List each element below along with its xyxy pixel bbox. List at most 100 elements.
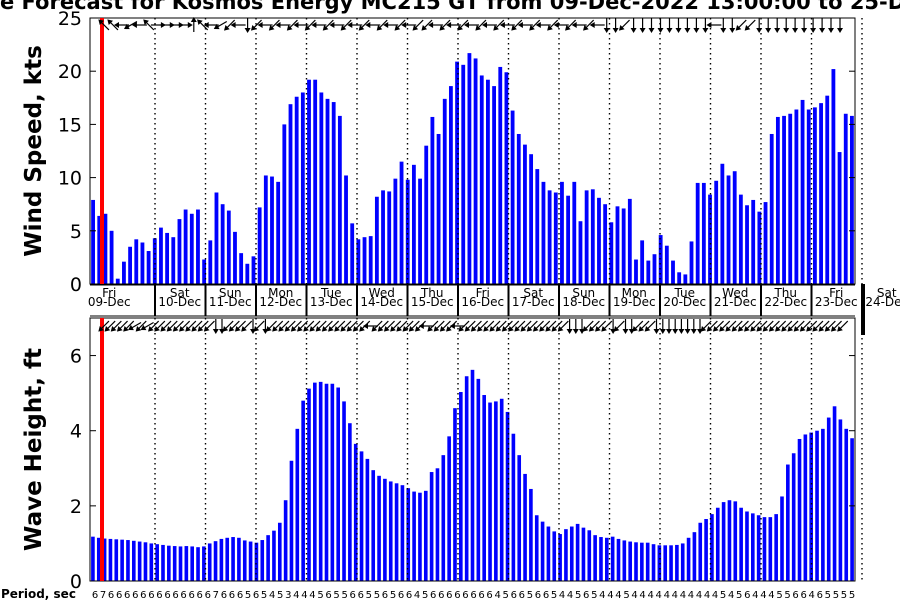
wind-direction-arrow (412, 19, 424, 31)
wave-bar (569, 526, 574, 581)
wind-direction-arrow (394, 19, 406, 31)
wind-direction-arrow (446, 22, 462, 28)
wind-direction-arrow (197, 19, 209, 31)
wave-bar (768, 517, 773, 581)
wave-direction-arrow (148, 320, 160, 332)
wave-direction-arrow (418, 323, 434, 329)
wave-bar (394, 483, 399, 581)
wave-bar (388, 481, 393, 581)
period-value: 6 (511, 590, 517, 600)
day-date-label: 16-Dec (461, 295, 504, 309)
period-value: 4 (607, 590, 613, 600)
wind-direction-arrow (475, 19, 487, 31)
wave-direction-arrow (532, 320, 544, 332)
period-value: 4 (704, 590, 710, 600)
wind-bar (288, 104, 293, 285)
wind-bar (350, 223, 355, 284)
wind-bar (418, 178, 422, 284)
wind-direction-arrow (439, 19, 451, 31)
period-label: Period, sec (1, 587, 76, 600)
wave-bar (809, 432, 814, 581)
wave-bar (698, 522, 703, 581)
period-value: 4 (712, 590, 718, 600)
wave-direction-arrow (806, 320, 818, 332)
wind-bar (652, 254, 657, 284)
wave-direction-arrow (104, 320, 116, 332)
wave-bar (704, 519, 708, 581)
wave-direction-arrow (303, 320, 315, 332)
wind-bar (658, 235, 663, 284)
wind-bar (103, 213, 108, 284)
wave-direction-arrow (278, 320, 290, 332)
wind-ytick-label: 15 (58, 114, 82, 136)
wind-bar (757, 211, 762, 284)
wind-bar (806, 109, 811, 284)
wave-bar (266, 535, 270, 581)
wave-bar (499, 398, 504, 581)
wave-bar (383, 478, 387, 581)
wind-direction-arrow (250, 19, 262, 31)
period-value: 5 (575, 590, 581, 600)
wind-bar (640, 240, 645, 284)
wave-direction-arrow (744, 320, 756, 332)
wind-bar (486, 79, 490, 285)
wave-bar (178, 546, 183, 581)
wave-bar (423, 490, 428, 581)
wind-bar (128, 246, 133, 284)
wave-direction-arrow (402, 320, 414, 332)
wave-direction-arrow (799, 320, 811, 332)
wave-direction-arrow (588, 320, 600, 332)
wave-bar (663, 545, 668, 581)
wind-direction-arrow (744, 19, 756, 31)
wind-bar (689, 241, 694, 284)
wind-direction-arrow (347, 22, 363, 28)
wave-bar (640, 542, 644, 581)
wave-bar (272, 530, 276, 581)
wind-direction-arrow (801, 18, 808, 33)
wind-direction-arrow (589, 22, 605, 28)
wave-bar (470, 369, 475, 581)
wind-bar (245, 263, 250, 284)
wave-ytick-label: 4 (70, 421, 82, 443)
period-value: 6 (398, 590, 404, 600)
period-value: 7 (100, 590, 106, 600)
wind-direction-arrow (286, 19, 298, 31)
wind-bar (720, 163, 725, 284)
wind-bar (553, 192, 558, 284)
wave-bar (196, 547, 200, 581)
wave-bar (756, 515, 761, 581)
wind-bar (769, 133, 774, 284)
period-value: 4 (631, 590, 637, 600)
period-value: 6 (583, 590, 589, 600)
wave-bar (406, 488, 411, 581)
wave-bar (202, 546, 206, 581)
wind-bar (560, 181, 564, 284)
wave-bar (511, 433, 516, 581)
wind-bar (566, 195, 571, 284)
wind-bar (177, 219, 182, 284)
wind-bar (732, 171, 737, 284)
wave-bar (400, 485, 405, 581)
wind-direction-arrow (224, 19, 236, 31)
wind-bar (609, 222, 614, 284)
wave-direction-arrow (477, 320, 489, 332)
wind-bar (263, 175, 268, 284)
wave-direction-arrow (334, 320, 346, 332)
period-value: 5 (849, 590, 855, 600)
wind-direction-arrow (618, 19, 630, 31)
period-value: 5 (366, 590, 372, 600)
wave-direction-arrow (179, 320, 191, 332)
wave-direction-arrow (396, 320, 408, 332)
wind-bar (436, 133, 441, 284)
day-date-label: 09-Dec (88, 295, 131, 309)
wind-bar (220, 204, 225, 284)
day-weekday-label: Tue (320, 286, 342, 300)
wave-direction-arrow (551, 320, 563, 332)
wave-direction-arrow (539, 320, 551, 332)
wave-bar (231, 537, 235, 581)
period-value: 6 (543, 590, 549, 600)
wind-direction-arrow (257, 22, 273, 28)
wind-direction-arrow (421, 19, 433, 31)
wave-bar (418, 492, 422, 581)
